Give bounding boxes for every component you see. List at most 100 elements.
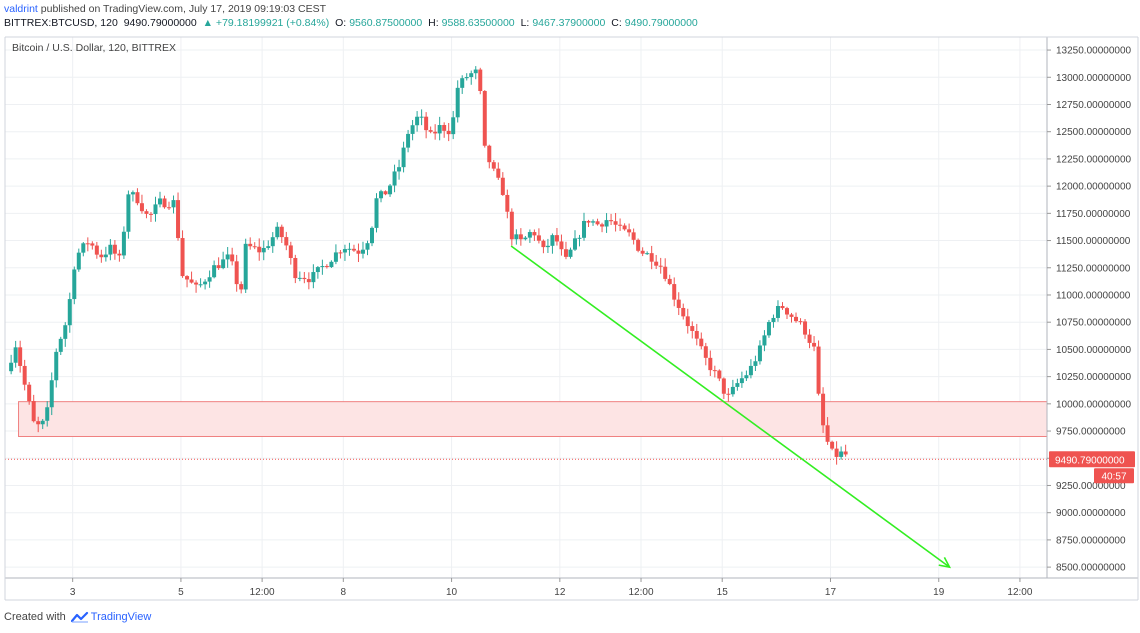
candle-body [342,249,347,253]
candle-up [221,251,226,270]
last-price: 9490.79000000 [123,17,197,29]
candle-body [108,244,113,255]
support-zone [18,401,1048,437]
author-name[interactable]: valdrint [4,3,38,15]
price-tick-label: 11500.00000000 [1056,236,1131,247]
tradingview-brand[interactable]: TradingView [90,611,152,623]
candle-body [67,299,72,326]
candle-down [622,223,627,231]
candle-down [478,67,483,95]
candle-up [753,355,758,371]
candle-up [203,279,208,290]
candle-body [595,221,600,225]
candle-down [654,254,659,269]
candle-up [81,242,86,257]
candle-down [789,312,794,323]
price-tick-label: 12500.00000000 [1056,127,1132,138]
candle-down [812,336,817,352]
candle-body [410,125,415,134]
candle-down [803,318,808,339]
candle-down [230,247,235,266]
candle-body [103,254,108,258]
candle-down [509,208,514,246]
candle-down [609,213,614,226]
candle-up [320,259,325,275]
open-value: 9560.87500000 [349,17,423,29]
candle-up [397,159,402,180]
candle-body [649,253,654,262]
candle-down [27,381,32,405]
candle-down [442,122,447,138]
candle-body [139,203,144,212]
candle-body [275,226,280,238]
candle-down [162,195,167,209]
candle-body [600,224,605,227]
candle-down [536,228,541,244]
candle-down [726,388,731,402]
candle-body [721,378,726,394]
candle-up [342,244,347,261]
candle-up [604,213,609,233]
time-tick-label: 3 [70,587,76,598]
candle-body [473,69,478,74]
candle-up [225,247,230,268]
candle-up [63,322,68,347]
current-price-tag: 9490.79000000 40:57 [1049,451,1135,484]
candle-body [58,338,63,352]
candle-up [437,116,442,141]
candle-body [627,229,632,233]
candle-up [762,330,767,352]
candle-down [424,112,429,139]
candle-body [302,277,307,280]
candle-body [266,246,271,248]
candle-body [794,316,799,322]
candle-down [428,126,433,134]
candle-body [545,245,550,248]
candle-body [27,384,32,402]
candle-down [600,222,605,233]
candle-down [194,280,199,293]
candle-down [216,257,221,270]
candle-down [559,234,564,256]
candle-up [207,270,212,288]
candle-up [748,359,753,379]
candle-body [329,261,334,268]
candle-body [654,261,659,266]
candle-up [270,232,275,253]
candle-down [500,172,505,196]
candle-up [739,371,744,388]
candle-body [757,345,762,362]
price-tick-label: 8500.00000000 [1056,563,1126,574]
tradingview-logo-icon [70,611,88,623]
candle-body [234,261,239,285]
candle-down [284,231,289,251]
candle-up [171,195,176,214]
candle-down [784,306,789,320]
candle-body [311,272,316,283]
candle-body [22,365,27,385]
candle-down [135,188,140,206]
candle-up [374,193,379,233]
candle-up [577,234,582,247]
time-axis[interactable]: 3 5 12:00 8 10 12 12:00 15 17 19 12:00 [70,578,1033,598]
candle-up [370,226,375,247]
candle-body [514,234,519,240]
low-label: L: [520,17,530,29]
candle-body [153,204,158,215]
candle-down [446,123,451,142]
candle-down [834,441,839,465]
price-tick-label: 9250.00000000 [1056,481,1126,492]
candle-down [252,242,257,250]
candle-body [212,265,217,278]
candle-down [518,228,523,246]
candle-body [726,393,731,395]
chart-title: Bitcoin / U.S. Dollar, 120, BITTREX [12,42,176,54]
time-tick-label: 12:00 [1007,587,1032,598]
price-axis[interactable]: 8500.00000000 8750.00000000 9000.00000000 9… [1047,46,1132,574]
candle-up [103,246,108,262]
candle-up [419,109,424,126]
candle-up [45,401,50,427]
candle-up [212,260,217,279]
candle-up [315,266,320,279]
